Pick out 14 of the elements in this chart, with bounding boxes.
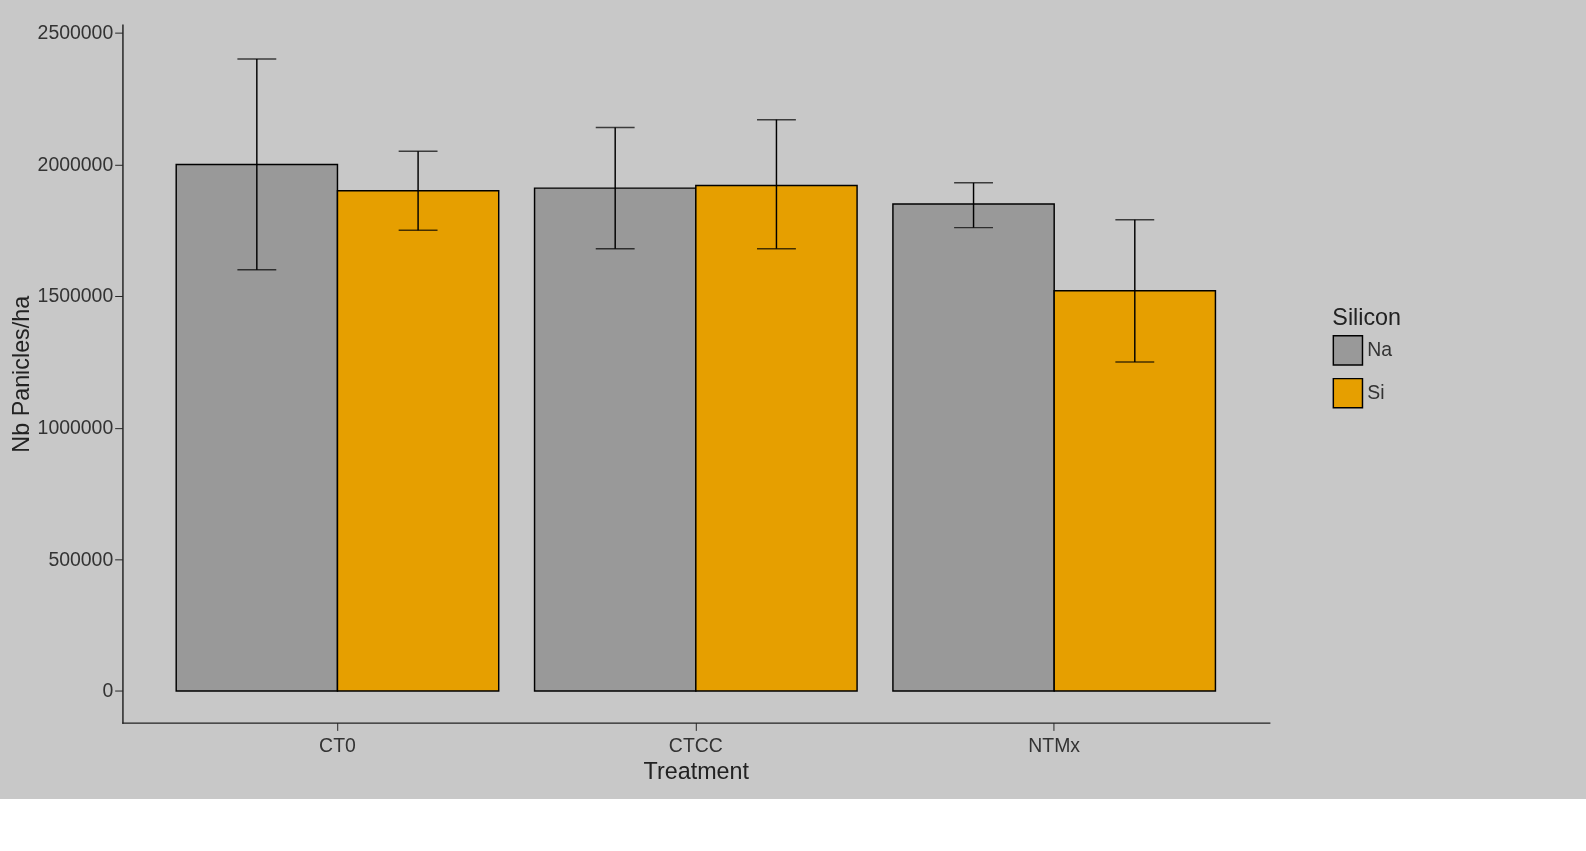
x-axis-title: Treatment [643,757,750,784]
y-tick-label: 1000000 [37,416,114,439]
y-tick-label: 0 [102,679,114,702]
x-tick-label: CT0 [319,734,356,757]
y-tick-label: 500000 [48,547,114,570]
y-tick-label: 1500000 [37,284,114,307]
legend-label: Na [1367,338,1393,361]
legend-title: Silicon [1332,304,1402,331]
x-tick-label: CTCC [668,734,723,757]
y-tick-label: 2000000 [37,152,114,175]
y-axis-title: Nb Panicles/ha [7,295,34,453]
legend-label: Si [1367,381,1385,404]
x-tick-label: NTMx [1028,734,1081,757]
y-tick-label: 2500000 [37,21,114,44]
